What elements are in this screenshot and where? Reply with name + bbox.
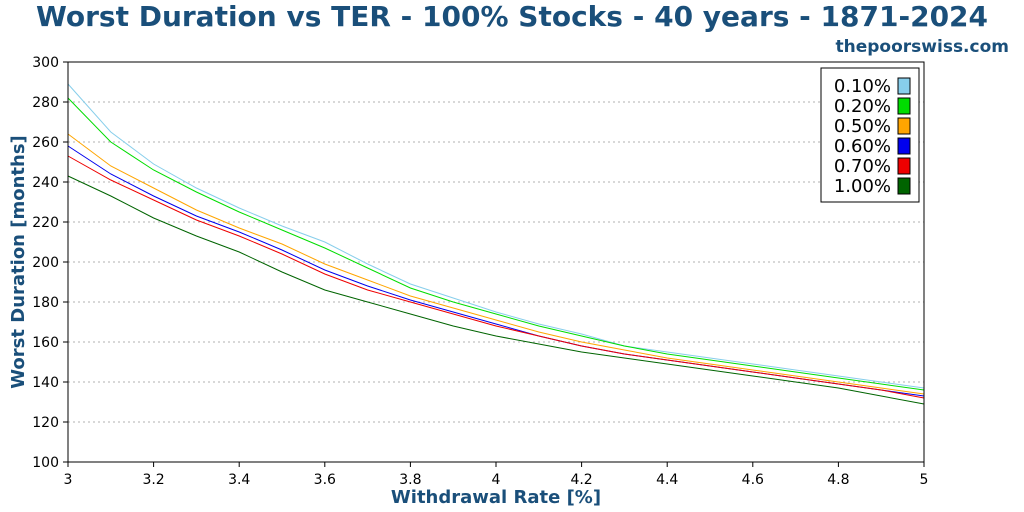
y-tick-label: 140 [32, 375, 59, 391]
legend-swatch [897, 137, 911, 155]
x-tick-label: 3.2 [142, 472, 164, 488]
y-tick-label: 280 [32, 95, 59, 111]
y-tick-label: 300 [32, 55, 59, 71]
x-tick-label: 3.6 [314, 472, 336, 488]
y-tick-label: 100 [32, 455, 59, 471]
legend-label: 0.10% [834, 76, 891, 97]
series-line-0 [67, 83, 925, 389]
x-tick-label: 3 [64, 472, 73, 488]
series-lines [67, 83, 925, 405]
grid [68, 101, 924, 423]
y-tick-label: 180 [32, 295, 59, 311]
x-tick-label: 4.8 [827, 472, 849, 488]
legend-label: 1.00% [834, 176, 891, 197]
x-axis-label: Withdrawal Rate [%] [391, 487, 601, 508]
y-axis-label: Worst Duration [months] [8, 135, 29, 389]
y-tick-label: 160 [32, 335, 59, 351]
x-tick-label: 4.4 [656, 472, 678, 488]
legend-swatch [897, 177, 911, 195]
legend-label: 0.50% [834, 116, 891, 137]
legend-swatch [897, 157, 911, 175]
legend-swatch [897, 117, 911, 135]
legend: 0.10%0.20%0.50%0.60%0.70%1.00% [820, 67, 920, 203]
series-line-2 [67, 133, 925, 395]
x-tick-label: 3.8 [399, 472, 421, 488]
x-tick-label: 4 [492, 472, 501, 488]
x-tick-label: 5 [920, 472, 929, 488]
x-tick-label: 4.6 [742, 472, 764, 488]
y-tick-label: 260 [32, 135, 59, 151]
y-tick-label: 200 [32, 255, 59, 271]
axis-ticks: 100 120 140 160 180 200 220 240 260 280 300 3 3.2 3.4… [32, 55, 928, 488]
legend-swatch [897, 97, 911, 115]
series-line-1 [67, 97, 925, 391]
legend-label: 0.20% [834, 96, 891, 117]
series-line-3 [67, 145, 925, 397]
legend-label: 0.60% [834, 136, 891, 157]
chart-title: Worst Duration vs TER - 100% Stocks - 40… [36, 0, 988, 33]
plot-area [67, 61, 925, 463]
x-tick-label: 3.4 [228, 472, 250, 488]
y-tick-label: 120 [32, 415, 59, 431]
series-line-4 [67, 155, 925, 399]
series-line-5 [67, 175, 925, 405]
x-tick-label: 4.2 [570, 472, 592, 488]
site-name: thepoorswiss.com [836, 37, 1010, 57]
legend-label: 0.70% [834, 156, 891, 177]
y-tick-label: 240 [32, 175, 59, 191]
legend-swatch [897, 77, 911, 95]
y-tick-label: 220 [32, 215, 59, 231]
